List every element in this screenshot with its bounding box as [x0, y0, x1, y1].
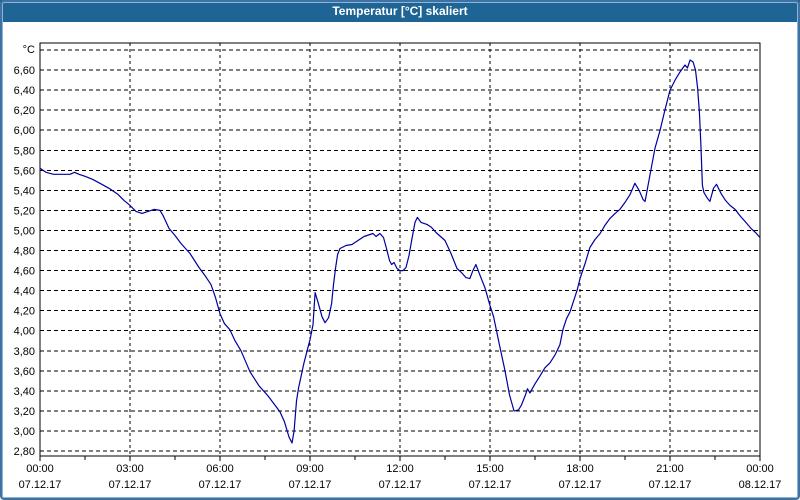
svg-text:3,60: 3,60 [14, 366, 35, 378]
y-axis-unit-label: °C [23, 44, 35, 56]
window-title: Temperatur [°C] skaliert [332, 4, 468, 18]
svg-text:3,40: 3,40 [14, 386, 35, 398]
svg-text:6,00: 6,00 [14, 125, 35, 137]
svg-text:5,20: 5,20 [14, 205, 35, 217]
svg-text:6,40: 6,40 [14, 85, 35, 97]
svg-text:5,80: 5,80 [14, 145, 35, 157]
x-axis-ticks [39, 456, 761, 461]
svg-text:6,20: 6,20 [14, 105, 35, 117]
svg-text:07.12.17: 07.12.17 [379, 479, 422, 491]
svg-text:5,00: 5,00 [14, 225, 35, 237]
svg-text:12:00: 12:00 [386, 463, 414, 475]
svg-text:06:00: 06:00 [206, 463, 234, 475]
svg-text:6,60: 6,60 [14, 65, 35, 77]
svg-text:4,60: 4,60 [14, 266, 35, 278]
svg-text:07.12.17: 07.12.17 [19, 479, 62, 491]
svg-text:07.12.17: 07.12.17 [649, 479, 692, 491]
svg-text:3,00: 3,00 [14, 426, 35, 438]
svg-text:5,60: 5,60 [14, 165, 35, 177]
svg-text:18:00: 18:00 [566, 463, 594, 475]
svg-text:07.12.17: 07.12.17 [469, 479, 512, 491]
svg-text:3,20: 3,20 [14, 406, 35, 418]
svg-text:03:00: 03:00 [116, 463, 144, 475]
svg-text:21:00: 21:00 [656, 463, 684, 475]
svg-text:07.12.17: 07.12.17 [109, 479, 152, 491]
svg-text:4,00: 4,00 [14, 326, 35, 338]
temperature-line [39, 59, 761, 444]
temperature-chart: 6,60 6,40 6,20 6,00 5,80 5,60 5,40 5,20 5,00 4,80… [14, 42, 782, 491]
x-gridlines [129, 43, 671, 456]
svg-text:5,40: 5,40 [14, 185, 35, 197]
svg-text:4,20: 4,20 [14, 306, 35, 318]
svg-text:07.12.17: 07.12.17 [199, 479, 242, 491]
svg-text:4,40: 4,40 [14, 286, 35, 298]
title-bar: Temperatur [°C] skaliert [0, 0, 800, 22]
svg-text:08.12.17: 08.12.17 [739, 479, 782, 491]
svg-text:07.12.17: 07.12.17 [289, 479, 332, 491]
x-axis-labels: 00:00 07.12.17 03:00 07.12.17 06:00 07.12.17 0… [19, 463, 782, 491]
svg-text:2,80: 2,80 [14, 446, 35, 458]
svg-text:07.12.17: 07.12.17 [559, 479, 602, 491]
svg-text:09:00: 09:00 [296, 463, 324, 475]
svg-text:00:00: 00:00 [26, 463, 54, 475]
y-axis-labels: 6,60 6,40 6,20 6,00 5,80 5,60 5,40 5,20 5,00 4,80… [14, 65, 35, 458]
svg-text:00:00: 00:00 [746, 463, 774, 475]
svg-text:3,80: 3,80 [14, 346, 35, 358]
svg-text:15:00: 15:00 [476, 463, 504, 475]
svg-text:4,80: 4,80 [14, 246, 35, 258]
